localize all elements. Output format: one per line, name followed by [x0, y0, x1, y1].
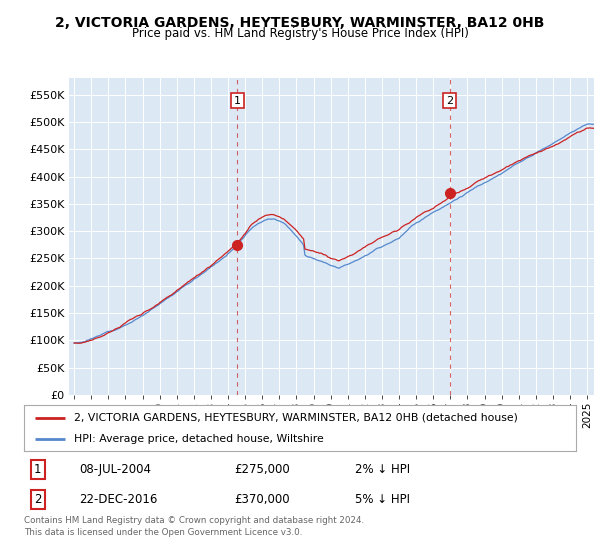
Text: 08-JUL-2004: 08-JUL-2004	[79, 463, 151, 476]
Text: 2: 2	[34, 493, 41, 506]
Text: HPI: Average price, detached house, Wiltshire: HPI: Average price, detached house, Wilt…	[74, 435, 323, 444]
Text: 2: 2	[446, 96, 453, 105]
Text: 2, VICTORIA GARDENS, HEYTESBURY, WARMINSTER, BA12 0HB: 2, VICTORIA GARDENS, HEYTESBURY, WARMINS…	[55, 16, 545, 30]
Text: 1: 1	[34, 463, 41, 476]
Text: £370,000: £370,000	[234, 493, 289, 506]
Text: 2, VICTORIA GARDENS, HEYTESBURY, WARMINSTER, BA12 0HB (detached house): 2, VICTORIA GARDENS, HEYTESBURY, WARMINS…	[74, 413, 518, 423]
Text: 5% ↓ HPI: 5% ↓ HPI	[355, 493, 410, 506]
Text: 2% ↓ HPI: 2% ↓ HPI	[355, 463, 410, 476]
Text: Price paid vs. HM Land Registry's House Price Index (HPI): Price paid vs. HM Land Registry's House …	[131, 27, 469, 40]
Text: 1: 1	[234, 96, 241, 105]
Text: Contains HM Land Registry data © Crown copyright and database right 2024.
This d: Contains HM Land Registry data © Crown c…	[24, 516, 364, 537]
Text: 22-DEC-2016: 22-DEC-2016	[79, 493, 158, 506]
Text: £275,000: £275,000	[234, 463, 290, 476]
